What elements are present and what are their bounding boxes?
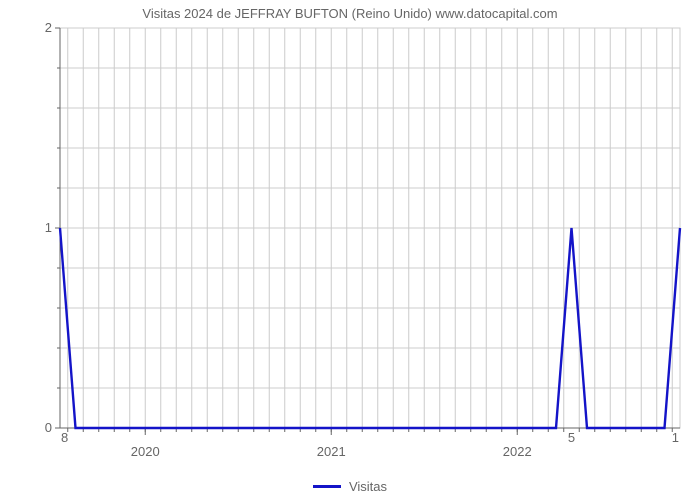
- legend-swatch: [313, 485, 341, 488]
- x-category-label: 1: [672, 430, 679, 445]
- x-tick-label: 2021: [317, 444, 346, 459]
- x-category-label: 5: [568, 430, 575, 445]
- line-chart: 0 1 2 2020 2021 2022 8 5 1: [0, 0, 700, 500]
- y-tick-label: 0: [45, 420, 52, 435]
- series-line: [60, 228, 680, 428]
- x-tick-label: 2022: [503, 444, 532, 459]
- x-category-label: 8: [61, 430, 68, 445]
- legend: Visitas: [0, 479, 700, 494]
- legend-label: Visitas: [349, 479, 387, 494]
- y-tick-label: 2: [45, 20, 52, 35]
- x-tick-label: 2020: [131, 444, 160, 459]
- y-tick-label: 1: [45, 220, 52, 235]
- chart-container: Visitas 2024 de JEFFRAY BUFTON (Reino Un…: [0, 0, 700, 500]
